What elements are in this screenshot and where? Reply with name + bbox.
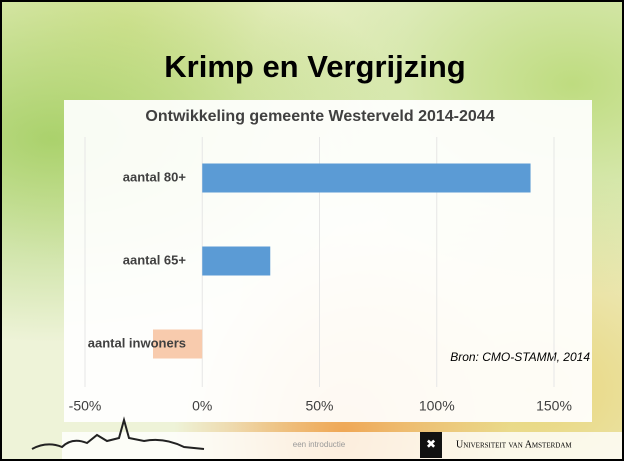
y-tick-label: aantal 65+	[123, 252, 187, 267]
x-tick-label: -50%	[69, 398, 102, 414]
bar	[202, 247, 270, 276]
footer-text: een introductie	[293, 440, 346, 449]
uva-logo-mark: ✖	[426, 437, 436, 451]
chart: Krimp en Vergrijzing Ontwikkeling gemeen…	[2, 2, 622, 459]
x-tick-label: 150%	[536, 398, 572, 414]
logo-text: Universiteit van Amsterdam	[456, 439, 572, 450]
annotation: Bron: CMO-STAMM, 2014	[450, 350, 590, 364]
x-tick-label: 0%	[192, 398, 212, 414]
slide: Krimp en Vergrijzing Ontwikkeling gemeen…	[0, 0, 624, 461]
x-tick-label: 50%	[305, 398, 333, 414]
y-tick-label: aantal inwoners	[88, 335, 186, 350]
x-tick-label: 100%	[419, 398, 455, 414]
bar	[202, 164, 530, 193]
chart-title: Ontwikkeling gemeente Westerveld 2014-20…	[145, 108, 494, 125]
slide-title: Krimp en Vergrijzing	[164, 49, 465, 84]
y-tick-label: aantal 80+	[123, 169, 187, 184]
